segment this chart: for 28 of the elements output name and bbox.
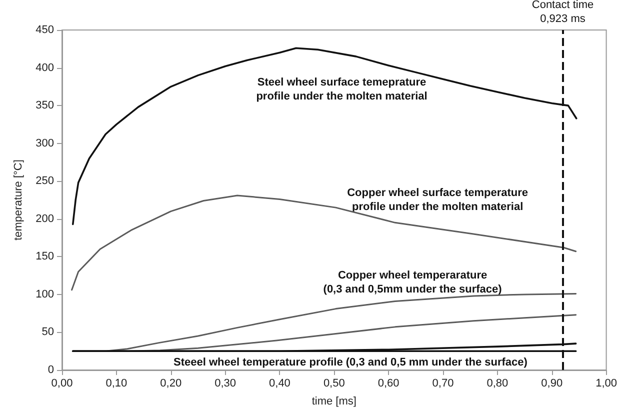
y-tick-label: 300 bbox=[36, 137, 54, 150]
x-tick-label: 0,70 bbox=[432, 378, 454, 390]
annotation: Steeel wheel temperature profile (0,3 and 0,5 mm under the surface) bbox=[174, 356, 528, 368]
x-tick-label: 0,80 bbox=[486, 378, 508, 390]
y-axis-title: temperature [°C] bbox=[12, 160, 24, 240]
y-tick-label: 0 bbox=[48, 364, 54, 376]
y-tick-label: 250 bbox=[36, 175, 54, 188]
x-tick-label: 0,50 bbox=[323, 378, 345, 390]
annotation: Copper wheel surface temperature profile under the molten material bbox=[347, 187, 528, 213]
y-tick-label: 100 bbox=[36, 288, 54, 300]
x-tick-label: 0,00 bbox=[51, 378, 73, 390]
annotation: Steel wheel surface temeprature profile under the molten material bbox=[256, 76, 428, 103]
annotation: Copper wheel temperarature (0,3 and 0,5mm under the surface) bbox=[323, 269, 502, 296]
x-tick-label: 1,00 bbox=[596, 378, 618, 390]
x-tick-label: 0,90 bbox=[541, 378, 563, 390]
y-tick-label: 150 bbox=[36, 250, 54, 263]
x-tick-label: 0,20 bbox=[160, 378, 182, 390]
ref-line-label: Contact time 0,923 ms bbox=[532, 0, 594, 25]
x-tick-label: 0,30 bbox=[214, 378, 236, 390]
x-tick-label: 0,40 bbox=[269, 378, 290, 390]
x-tick-label: 0,60 bbox=[378, 378, 400, 390]
y-tick-label: 400 bbox=[36, 62, 54, 74]
x-axis-title: time [ms] bbox=[312, 396, 356, 408]
y-tick-label: 50 bbox=[42, 326, 54, 338]
y-tick-label: 350 bbox=[36, 100, 54, 112]
x-tick-label: 0,10 bbox=[106, 378, 128, 390]
y-tick-label: 200 bbox=[36, 212, 54, 225]
y-tick-label: 450 bbox=[36, 24, 54, 36]
